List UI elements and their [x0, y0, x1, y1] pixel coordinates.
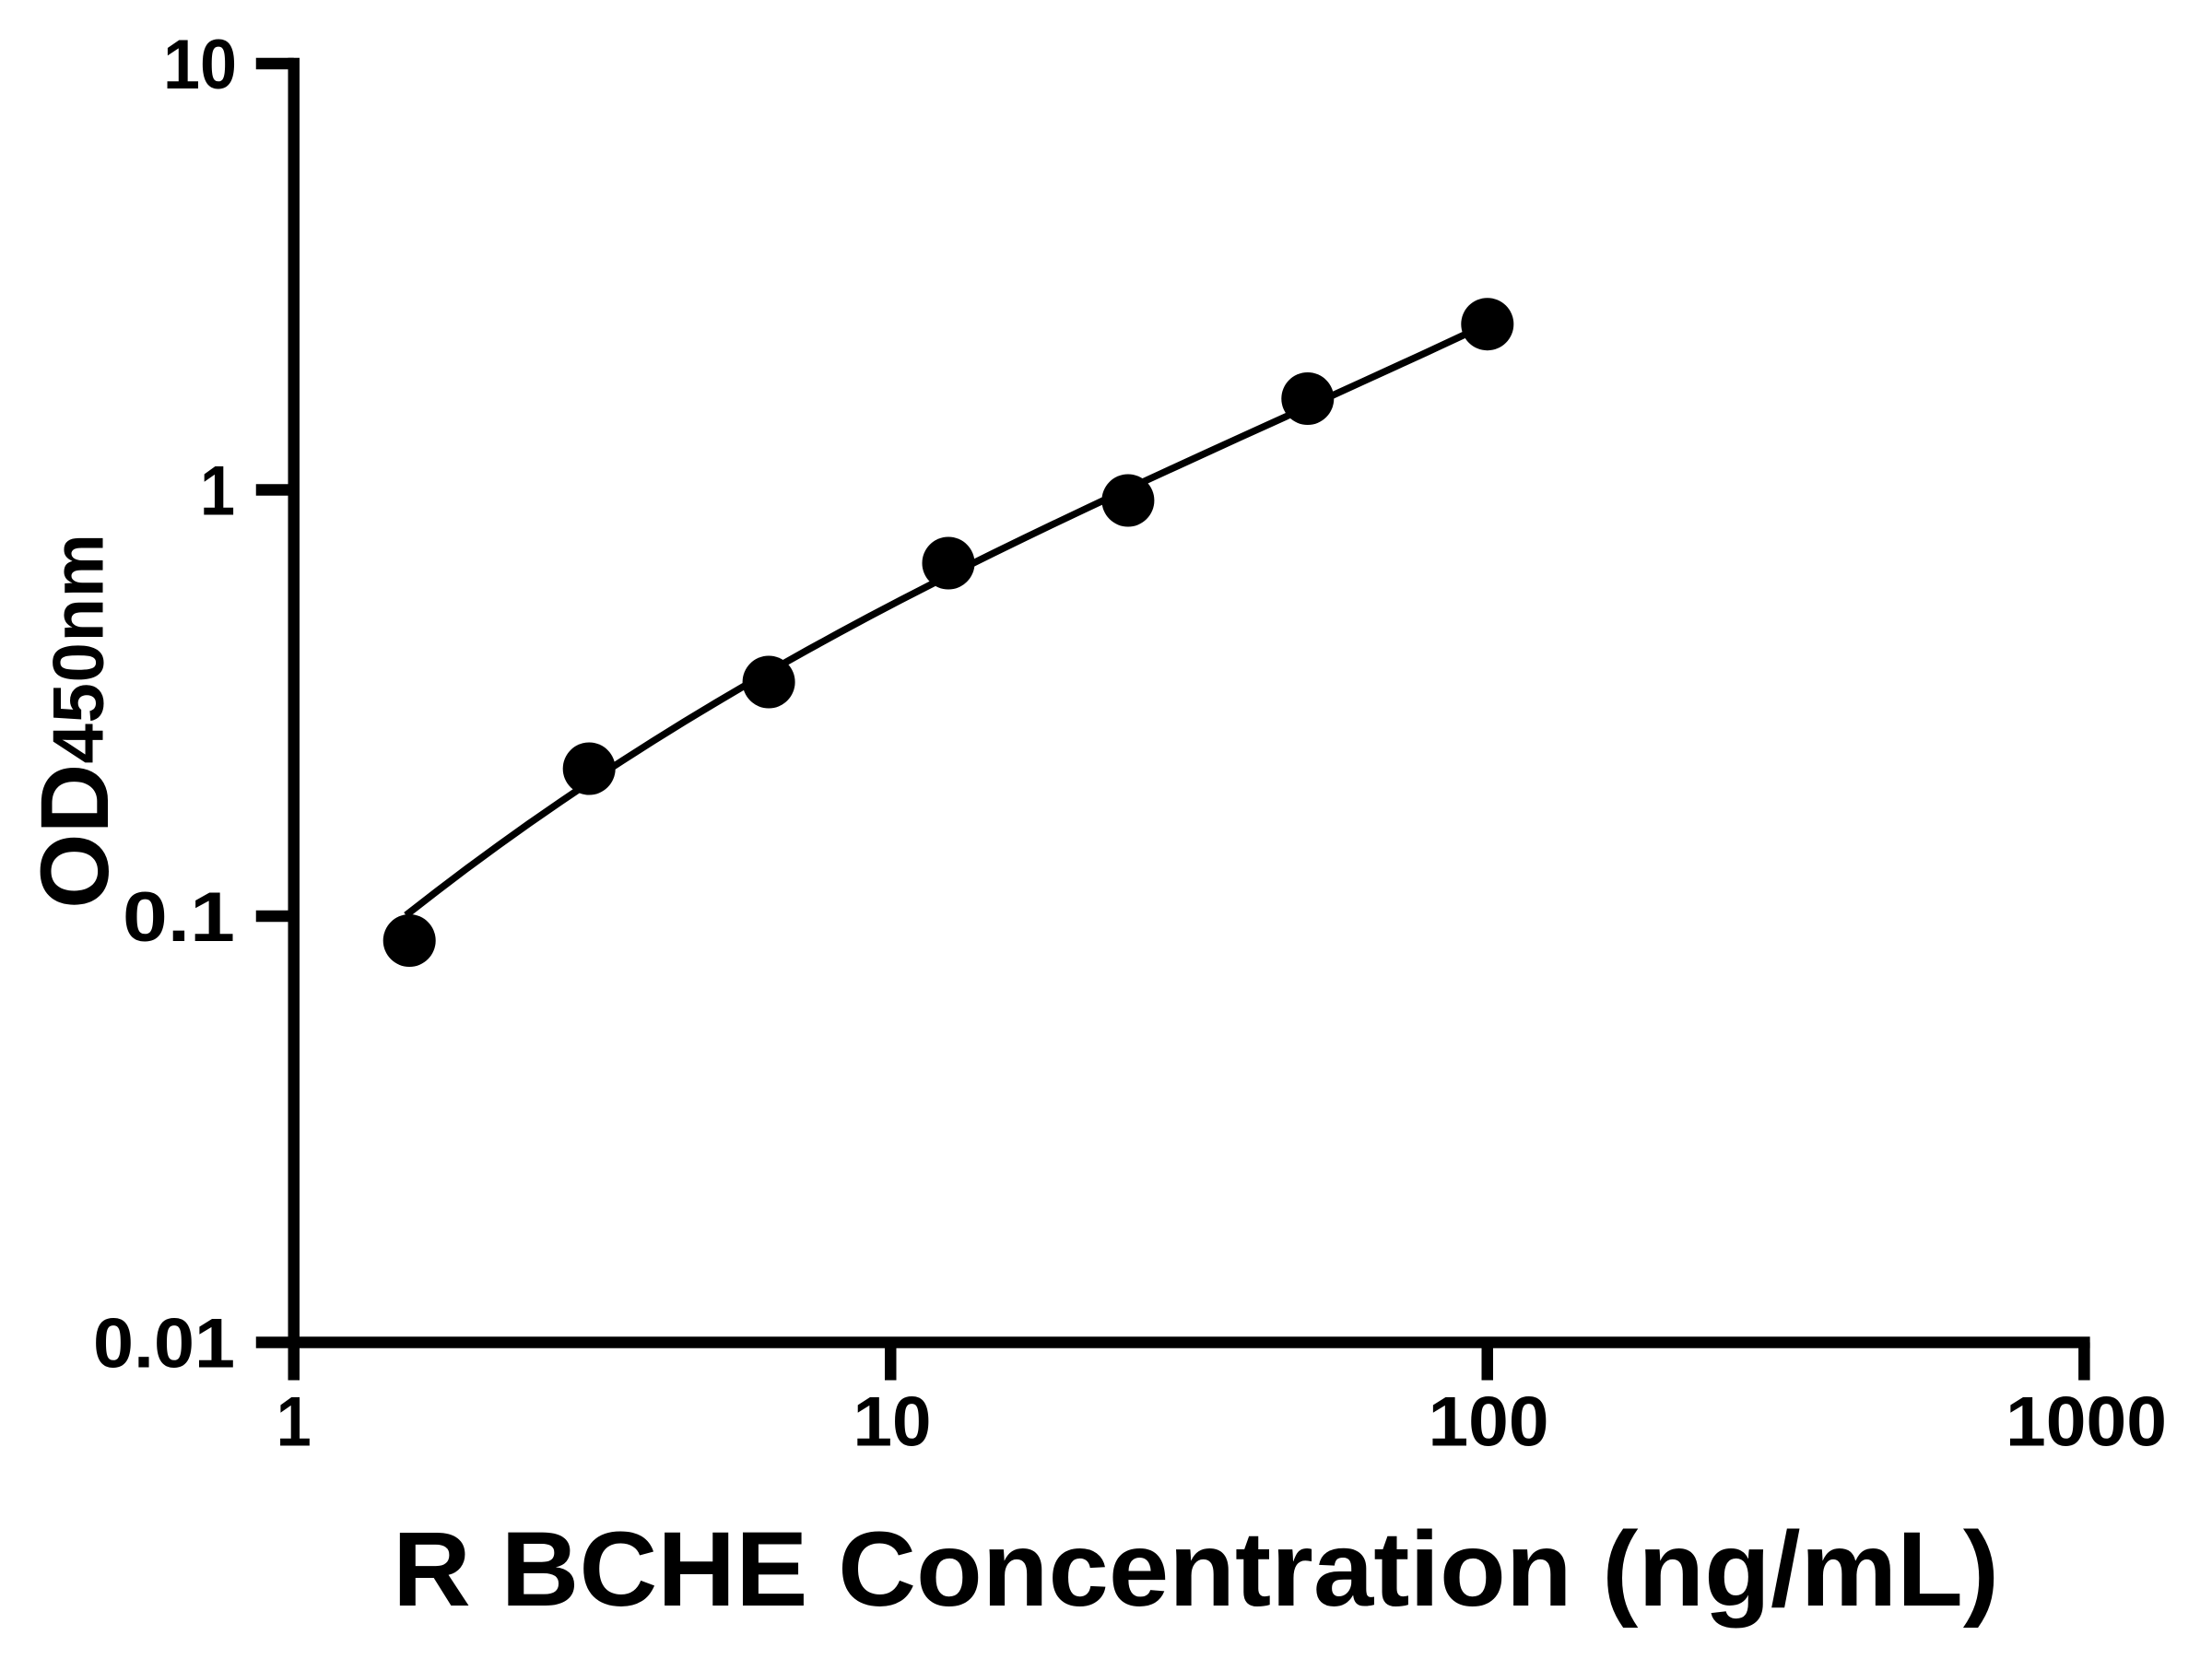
- svg-text:1: 1: [276, 1383, 312, 1462]
- svg-text:0.1: 0.1: [123, 878, 235, 957]
- svg-text:10: 10: [853, 1383, 932, 1462]
- svg-text:R BCHE Concentration (ng/mL): R BCHE Concentration (ng/mL): [393, 1511, 1999, 1629]
- svg-text:100: 100: [1429, 1383, 1549, 1462]
- svg-text:1: 1: [200, 453, 235, 531]
- svg-text:1000: 1000: [2006, 1383, 2167, 1462]
- svg-text:OD450nm: OD450nm: [21, 533, 129, 909]
- svg-text:10: 10: [163, 26, 237, 104]
- svg-text:0.01: 0.01: [93, 1305, 235, 1383]
